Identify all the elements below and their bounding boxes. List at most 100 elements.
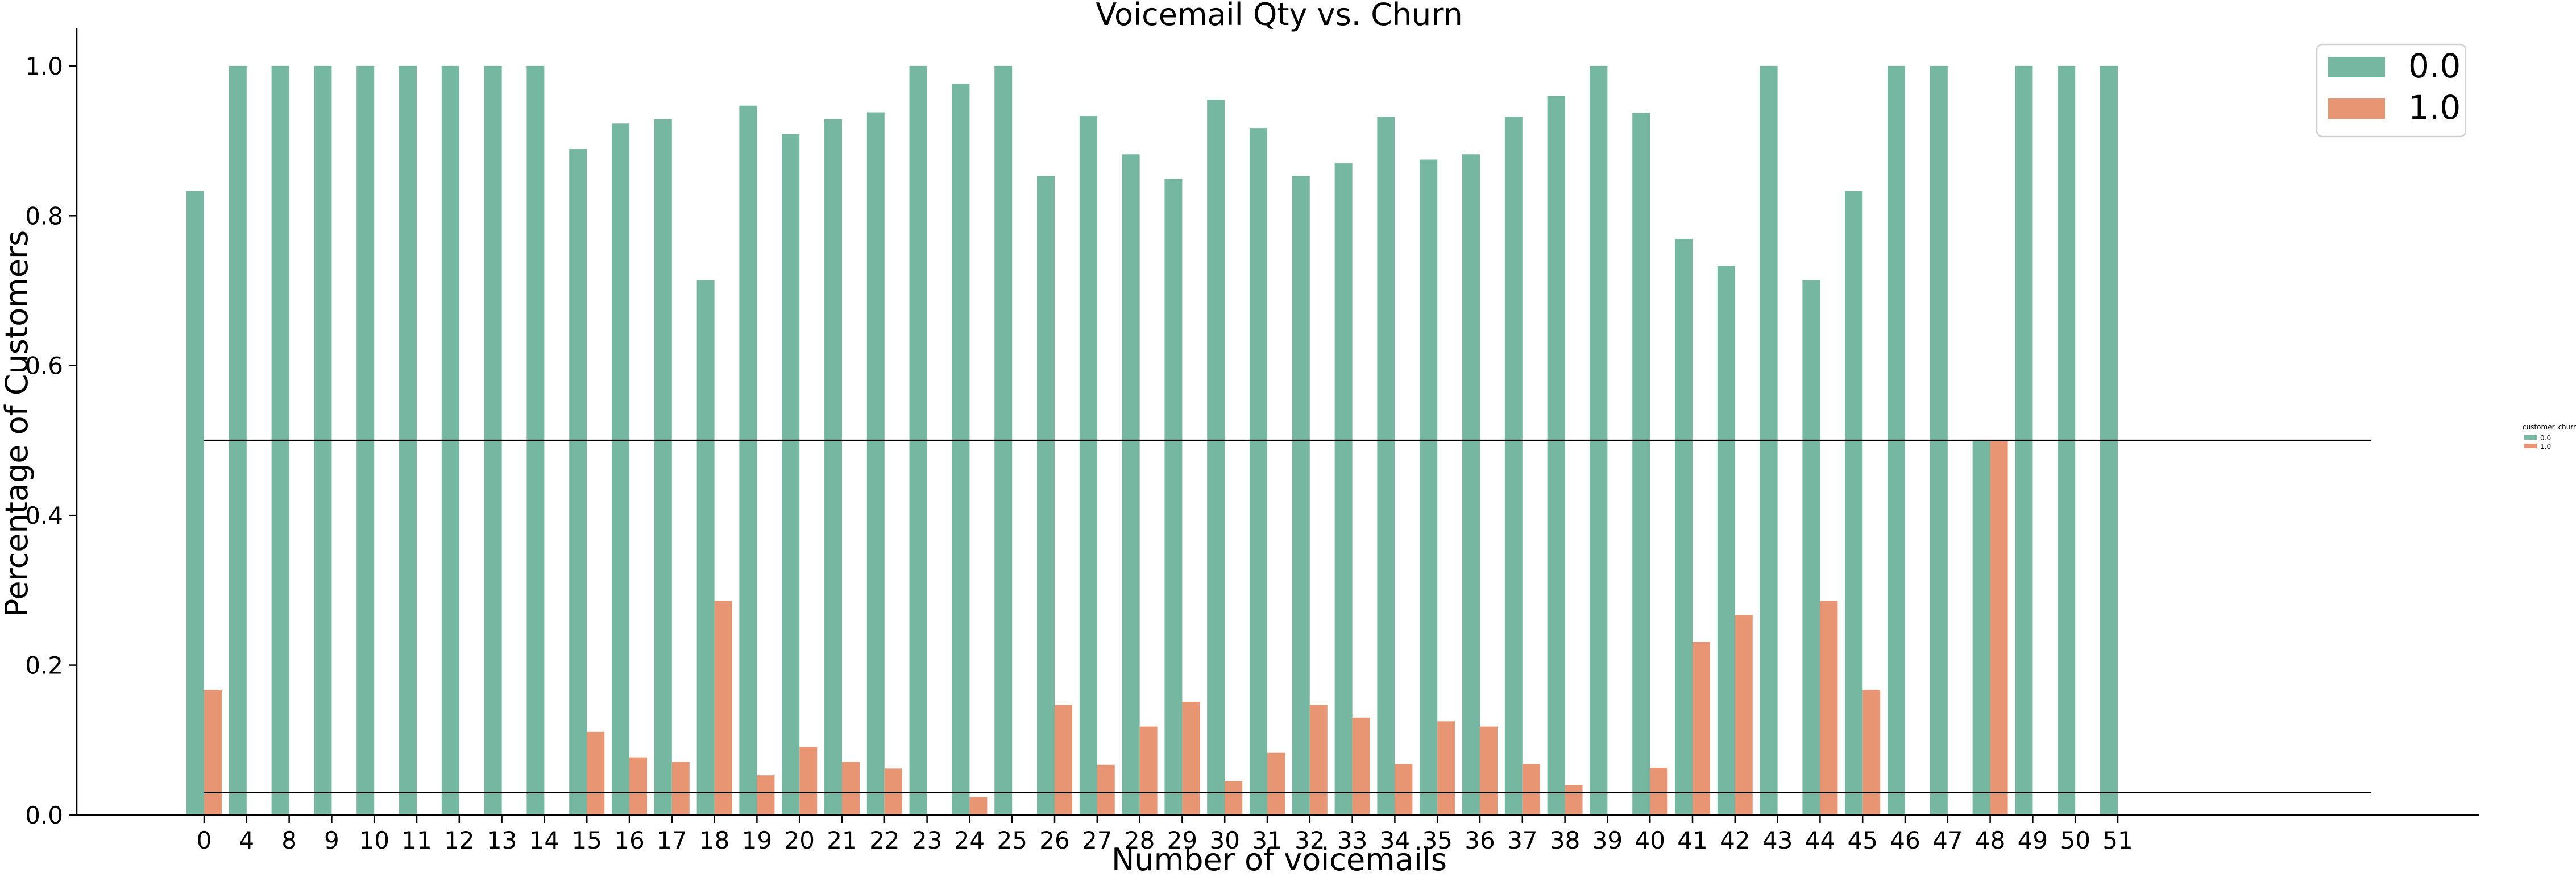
bar-series1-38 — [1565, 785, 1583, 815]
bar-series1-42 — [1735, 615, 1753, 815]
chart-title: Voicemail Qty vs. Churn — [1096, 0, 1462, 32]
x-tick-label: 39 — [1592, 826, 1623, 854]
bar-series0-28 — [1122, 154, 1140, 815]
legend-label-0: 0.0 — [2408, 47, 2461, 85]
x-tick-label: 8 — [281, 826, 297, 854]
x-tick-label: 47 — [1932, 826, 1963, 854]
bar-series0-17 — [654, 119, 672, 816]
x-tick-label: 20 — [784, 826, 814, 854]
legend-swatch-0 — [2328, 57, 2385, 77]
x-tick-label: 36 — [1465, 826, 1495, 854]
x-tick-label: 45 — [1847, 826, 1877, 854]
bar-series1-45 — [1862, 690, 1881, 815]
x-tick-label: 29 — [1167, 826, 1197, 854]
bar-series0-20 — [782, 134, 800, 815]
bar-series1-0 — [204, 690, 222, 815]
x-tick-label: 21 — [827, 826, 857, 854]
x-tick-label: 11 — [401, 826, 432, 854]
bar-series1-31 — [1267, 752, 1285, 815]
bar-series0-31 — [1250, 128, 1267, 816]
bar-series0-45 — [1845, 191, 1863, 815]
bar-series1-24 — [969, 797, 988, 815]
bar-series0-33 — [1334, 163, 1353, 816]
x-tick-label: 50 — [2060, 826, 2090, 854]
secondary-legend-title: customer_churn — [2523, 423, 2576, 431]
x-tick-label: 30 — [1209, 826, 1239, 854]
bar-series0-0 — [186, 191, 204, 815]
y-tick-label: 1.0 — [25, 52, 63, 80]
x-tick-label: 12 — [444, 826, 474, 854]
x-tick-label: 34 — [1380, 826, 1410, 854]
bar-series1-28 — [1139, 726, 1158, 815]
bar-series1-20 — [799, 747, 818, 815]
x-tick-label: 42 — [1720, 826, 1750, 854]
bar-series1-29 — [1182, 702, 1200, 815]
x-tick-label: 35 — [1422, 826, 1452, 854]
bar-series1-30 — [1225, 781, 1243, 815]
legend-swatch-1 — [2328, 98, 2385, 119]
x-axis-title: Number of voicemails — [1111, 842, 1447, 878]
bar-series0-30 — [1207, 100, 1225, 816]
secondary-legend: customer_churn 0.01.0 — [2523, 423, 2576, 450]
x-tick-label: 14 — [529, 826, 559, 854]
secondary-legend-swatch-0 — [2524, 435, 2537, 440]
x-tick-label: 48 — [1975, 826, 2005, 854]
bar-series1-48 — [1990, 440, 2008, 815]
x-tick-label: 28 — [1125, 826, 1155, 854]
bar-series0-41 — [1675, 239, 1693, 815]
x-tick-label: 10 — [359, 826, 389, 854]
x-tick-label: 26 — [1039, 826, 1069, 854]
x-tick-label: 16 — [614, 826, 644, 854]
y-axis-title: Percentage of Customers — [0, 230, 35, 618]
bar-series1-15 — [587, 731, 605, 815]
bar-series1-41 — [1693, 642, 1710, 815]
x-tick-label: 49 — [2018, 826, 2048, 854]
bar-series0-22 — [866, 112, 885, 815]
bar-series0-48 — [1972, 440, 1990, 815]
bar-series1-33 — [1352, 717, 1370, 815]
bar-series0-24 — [952, 84, 970, 816]
bar-series0-16 — [612, 123, 629, 816]
x-tick-label: 15 — [571, 826, 602, 854]
y-ticks: 0.0 0.2 0.4 0.6 0.8 1.0 — [25, 52, 77, 829]
bar-series0-34 — [1377, 117, 1395, 815]
bar-series0-44 — [1802, 280, 1820, 815]
bar-series1-27 — [1097, 764, 1115, 815]
legend: 0.01.0 — [2316, 43, 2467, 138]
x-tick-label: 33 — [1337, 826, 1367, 854]
bar-series1-16 — [629, 757, 647, 815]
y-tick-label: 0.6 — [25, 352, 63, 380]
x-tick-label: 32 — [1295, 826, 1325, 854]
x-tick-label: 27 — [1082, 826, 1112, 854]
x-tick-label: 13 — [487, 826, 517, 854]
bar-series1-34 — [1395, 764, 1413, 815]
x-tick-label: 51 — [2102, 826, 2133, 854]
y-tick-label: 0.0 — [25, 801, 63, 829]
bar-series0-15 — [569, 149, 587, 815]
x-tick-label: 40 — [1635, 826, 1665, 854]
bar-series1-40 — [1650, 768, 1668, 815]
bar-series1-18 — [714, 601, 732, 815]
x-tick-label: 46 — [1890, 826, 1920, 854]
bar-series1-21 — [842, 762, 860, 815]
bar-series0-35 — [1420, 159, 1438, 815]
reference-lines — [204, 439, 2371, 793]
secondary-legend-label-1: 1.0 — [2540, 442, 2551, 450]
x-tick-label: 23 — [912, 826, 942, 854]
x-tick-label: 41 — [1677, 826, 1707, 854]
bar-series1-44 — [1820, 601, 1838, 815]
bar-series0-42 — [1717, 266, 1735, 815]
bar-series1-35 — [1437, 721, 1455, 815]
bar-series1-36 — [1480, 726, 1498, 815]
x-tick-label: 24 — [955, 826, 985, 854]
bar-series0-29 — [1164, 179, 1183, 815]
y-tick-label: 0.8 — [25, 202, 63, 230]
x-tick-label: 17 — [657, 826, 687, 854]
y-tick-label: 0.4 — [25, 502, 63, 530]
x-tick-label: 18 — [699, 826, 729, 854]
axes — [76, 28, 2479, 816]
x-tick-label: 31 — [1252, 826, 1282, 854]
y-tick-label: 0.2 — [25, 652, 63, 680]
bar-series0-40 — [1632, 113, 1650, 815]
x-tick-label: 25 — [997, 826, 1027, 854]
